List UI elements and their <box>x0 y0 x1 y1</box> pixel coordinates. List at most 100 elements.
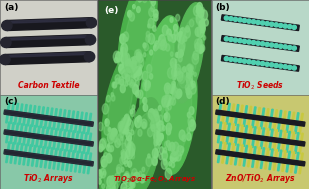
Circle shape <box>120 84 125 93</box>
Polygon shape <box>283 151 286 161</box>
Circle shape <box>171 162 175 168</box>
Polygon shape <box>273 160 276 170</box>
Circle shape <box>128 142 133 151</box>
Circle shape <box>97 170 102 179</box>
Circle shape <box>165 44 170 51</box>
Polygon shape <box>49 158 52 169</box>
Ellipse shape <box>100 121 130 189</box>
Circle shape <box>180 146 184 152</box>
Circle shape <box>278 23 283 28</box>
Polygon shape <box>288 112 290 122</box>
Polygon shape <box>76 151 79 162</box>
Polygon shape <box>299 143 302 154</box>
Polygon shape <box>262 108 265 119</box>
Circle shape <box>120 79 124 85</box>
Circle shape <box>98 179 101 184</box>
Circle shape <box>111 93 114 97</box>
Circle shape <box>265 42 269 46</box>
Circle shape <box>194 39 201 49</box>
Circle shape <box>132 151 134 155</box>
Polygon shape <box>67 150 70 160</box>
Circle shape <box>125 138 131 148</box>
Polygon shape <box>37 106 40 117</box>
Polygon shape <box>23 115 26 125</box>
Polygon shape <box>262 148 265 158</box>
Circle shape <box>122 124 128 134</box>
Ellipse shape <box>173 3 205 103</box>
Polygon shape <box>29 125 32 136</box>
Circle shape <box>147 128 153 137</box>
Circle shape <box>168 104 171 110</box>
Circle shape <box>159 154 163 160</box>
Polygon shape <box>24 144 27 155</box>
Polygon shape <box>300 153 303 163</box>
Polygon shape <box>286 122 289 132</box>
Circle shape <box>175 36 177 40</box>
Text: TiO$_2$ Arrays: TiO$_2$ Arrays <box>23 172 74 185</box>
Polygon shape <box>44 118 47 128</box>
Circle shape <box>98 170 101 174</box>
Circle shape <box>132 105 135 110</box>
Circle shape <box>171 62 174 67</box>
Circle shape <box>159 39 165 49</box>
Circle shape <box>178 73 185 84</box>
Polygon shape <box>252 157 255 167</box>
Polygon shape <box>257 147 260 158</box>
Polygon shape <box>24 124 27 135</box>
Polygon shape <box>265 119 268 129</box>
Circle shape <box>155 124 161 133</box>
Circle shape <box>164 83 171 94</box>
Circle shape <box>112 82 116 88</box>
Polygon shape <box>269 159 272 170</box>
Circle shape <box>179 49 183 57</box>
Circle shape <box>113 182 118 189</box>
Circle shape <box>169 142 175 151</box>
Polygon shape <box>32 136 34 146</box>
Polygon shape <box>275 110 277 120</box>
Polygon shape <box>23 154 26 165</box>
Polygon shape <box>67 110 70 121</box>
Circle shape <box>170 153 176 163</box>
Polygon shape <box>222 133 225 143</box>
Circle shape <box>154 150 159 158</box>
Circle shape <box>107 145 110 151</box>
Polygon shape <box>277 140 280 151</box>
Circle shape <box>292 66 296 70</box>
Circle shape <box>151 116 154 121</box>
Circle shape <box>229 37 233 42</box>
Circle shape <box>247 19 251 23</box>
Polygon shape <box>283 131 286 141</box>
Polygon shape <box>76 131 79 142</box>
Circle shape <box>129 187 133 189</box>
Circle shape <box>172 94 176 99</box>
Circle shape <box>136 70 142 80</box>
Circle shape <box>1 38 11 48</box>
Circle shape <box>172 81 176 86</box>
Polygon shape <box>6 152 9 163</box>
Polygon shape <box>296 113 299 123</box>
Circle shape <box>177 52 181 58</box>
Circle shape <box>126 62 132 72</box>
Circle shape <box>107 176 113 187</box>
Circle shape <box>132 168 137 177</box>
Polygon shape <box>29 105 32 116</box>
Circle shape <box>197 6 201 13</box>
Polygon shape <box>219 142 222 152</box>
Polygon shape <box>66 121 69 131</box>
Text: (e): (e) <box>104 6 119 15</box>
Ellipse shape <box>118 0 157 92</box>
Polygon shape <box>72 151 74 161</box>
Circle shape <box>137 54 141 61</box>
Circle shape <box>106 95 110 102</box>
Polygon shape <box>79 122 82 133</box>
Ellipse shape <box>146 35 175 124</box>
Circle shape <box>179 130 185 140</box>
Circle shape <box>178 55 182 62</box>
Circle shape <box>141 174 146 183</box>
Circle shape <box>154 10 158 17</box>
Polygon shape <box>11 123 14 133</box>
Circle shape <box>146 31 150 37</box>
Circle shape <box>125 60 131 69</box>
Circle shape <box>176 91 180 99</box>
Polygon shape <box>41 127 44 137</box>
